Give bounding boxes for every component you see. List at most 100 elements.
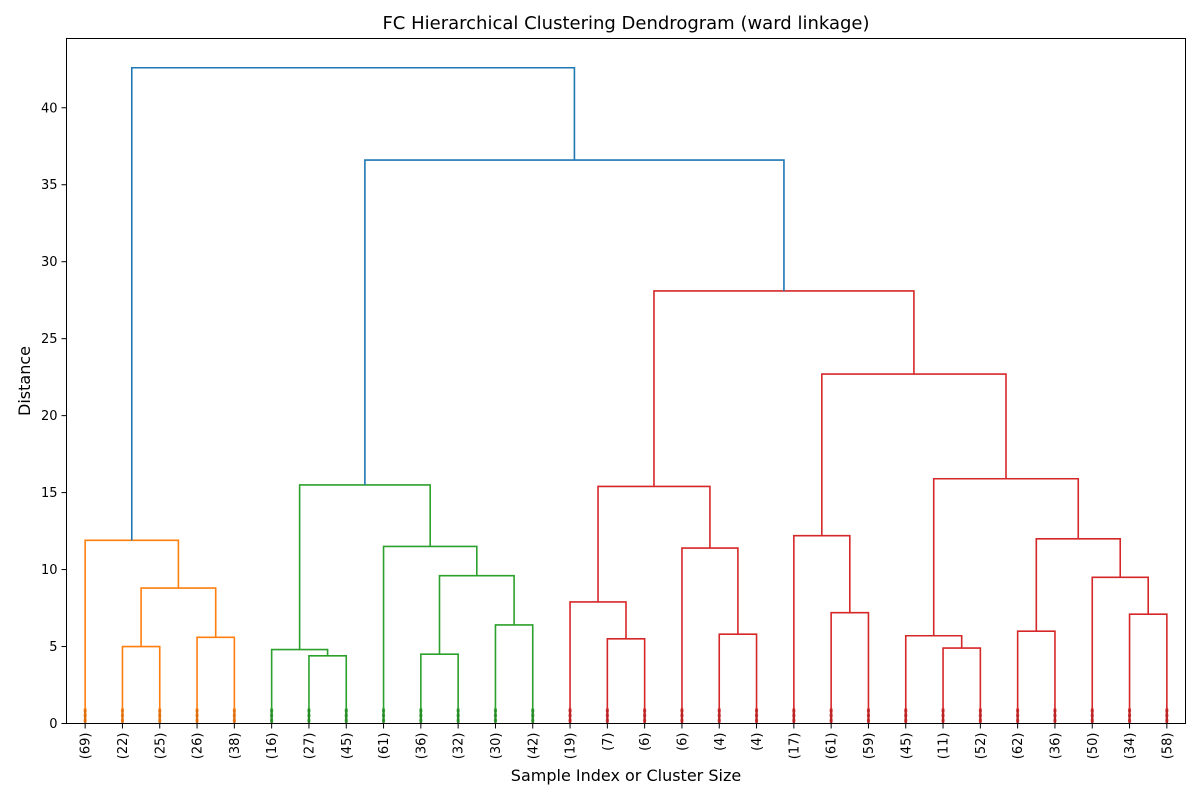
leaf-label-16: (6)	[675, 733, 690, 751]
dendrogram-link-r6	[830, 611, 870, 724]
leaf-label-11: (30)	[489, 733, 504, 760]
leaf-label-4: (38)	[228, 733, 243, 760]
leaf-marker-2-2	[158, 707, 162, 714]
leaf-marker-0-2	[83, 707, 87, 714]
leaf-marker-20-1	[829, 712, 833, 719]
leaf-marker-3-1	[195, 712, 199, 719]
leaf-marker-9-0	[419, 717, 423, 724]
leaf-marker-28-0	[1127, 717, 1132, 724]
leaf-label-9: (36)	[414, 733, 429, 760]
leaf-marker-27-2	[1090, 707, 1094, 714]
dendrogram-link-r10	[1016, 630, 1056, 724]
x-axis: (69) (22) (25) (26) (38) (16) (27) (45) (61) (36)…	[79, 723, 1175, 760]
y-tick-label-30: 30	[41, 255, 58, 270]
dendrogram-link-o4	[84, 539, 180, 724]
dendrogram-link-g7	[298, 484, 431, 650]
leaf-marker-27-0	[1090, 717, 1094, 724]
leaf-marker-14-0	[605, 717, 609, 724]
dendrogram-link-r2	[569, 601, 627, 724]
leaf-marker-1-1	[120, 712, 125, 719]
leaf-marker-3-2	[195, 707, 199, 714]
leaf-label-13: (19)	[564, 733, 579, 760]
leaf-marker-29-2	[1165, 707, 1169, 714]
dendrogram-link-r14	[932, 477, 1080, 636]
leaf-marker-27-1	[1090, 712, 1094, 719]
leaf-marker-29-0	[1165, 717, 1169, 724]
leaf-marker-29-1	[1165, 712, 1169, 719]
leaf-marker-24-1	[978, 712, 982, 719]
leaf-label-21: (59)	[862, 733, 877, 760]
leaf-marker-17-1	[717, 712, 721, 719]
leaf-marker-19-0	[792, 717, 796, 724]
y-tick-label-35: 35	[41, 178, 58, 193]
dendrogram-link-g2	[270, 648, 329, 724]
leaf-marker-16-2	[680, 707, 684, 714]
y-axis-label: Distance	[15, 346, 34, 416]
leaf-marker-4-1	[232, 712, 236, 719]
leaf-marker-21-2	[866, 707, 871, 714]
leaf-label-24: (52)	[974, 733, 989, 760]
leaf-label-10: (32)	[452, 733, 467, 760]
leaf-marker-7-2	[344, 707, 348, 714]
leaf-marker-28-2	[1127, 707, 1132, 714]
dendrogram-link-r11	[1128, 613, 1168, 724]
leaf-marker-13-2	[568, 707, 572, 714]
leaf-marker-26-1	[1053, 712, 1057, 719]
x-axis-label: Sample Index or Cluster Size	[511, 766, 741, 785]
leaf-marker-22-1	[904, 712, 908, 719]
leaf-marker-5-0	[270, 717, 274, 724]
dendrogram-link-r13	[1035, 537, 1122, 632]
plot-frame	[66, 38, 1186, 724]
leaf-marker-4-2	[232, 707, 236, 714]
leaf-label-0: (69)	[79, 733, 94, 760]
leaf-marker-9-2	[419, 707, 423, 714]
leaf-marker-6-2	[307, 707, 311, 714]
leaf-marker-0-1	[83, 712, 87, 719]
leaf-marker-18-0	[754, 717, 759, 724]
dendrogram-link-r15	[821, 373, 1007, 536]
leaf-marker-17-2	[717, 707, 721, 714]
leaf-label-27: (50)	[1086, 733, 1101, 760]
leaf-label-12: (42)	[526, 733, 541, 760]
dendrogram-link-g6	[382, 545, 478, 724]
dendrogram-link-r8	[942, 647, 982, 724]
dendrogram-link-r7	[793, 534, 851, 724]
dendrogram-link-o1	[121, 645, 161, 724]
leaf-marker-7-0	[344, 717, 348, 724]
leaf-label-14: (7)	[601, 733, 616, 751]
leaf-marker-22-2	[904, 707, 908, 714]
leaf-label-3: (26)	[191, 733, 206, 760]
dendrogram-link-b1	[364, 159, 785, 485]
leaf-marker-11-1	[493, 712, 498, 719]
leaf-marker-15-0	[643, 717, 647, 724]
leaf-marker-21-0	[866, 717, 871, 724]
dendrogram-link-b2	[130, 66, 576, 541]
leaf-marker-8-1	[381, 712, 386, 719]
leaf-marker-0-0	[83, 717, 87, 724]
leaf-marker-4-0	[232, 717, 236, 724]
leaf-label-29: (58)	[1160, 733, 1175, 760]
leaf-label-15: (6)	[638, 733, 653, 751]
leaf-marker-13-1	[568, 712, 572, 719]
chart-title: FC Hierarchical Clustering Dendrogram (w…	[382, 13, 869, 34]
leaf-label-17: (4)	[713, 733, 728, 751]
leaf-marker-8-0	[381, 717, 386, 724]
leaf-label-5: (16)	[265, 733, 280, 760]
leaf-marker-5-2	[270, 707, 274, 714]
leaf-marker-7-1	[344, 712, 348, 719]
leaf-marker-19-1	[792, 712, 796, 719]
leaf-marker-26-0	[1053, 717, 1057, 724]
leaf-marker-23-1	[941, 712, 945, 719]
y-tick-label-40: 40	[41, 101, 58, 116]
leaf-marker-6-0	[307, 717, 311, 724]
leaf-marker-18-1	[754, 712, 759, 719]
leaf-marker-9-1	[419, 712, 423, 719]
leaf-marker-2-0	[158, 717, 162, 724]
y-axis: 0 5 10 15 20 25 30 35 40	[41, 101, 67, 732]
leaf-marker-10-1	[456, 712, 460, 719]
leaf-marker-5-1	[270, 712, 274, 719]
leaf-marker-25-0	[1016, 717, 1020, 724]
leaf-marker-12-0	[531, 717, 535, 724]
leaf-marker-11-0	[493, 717, 498, 724]
leaf-marker-8-2	[381, 707, 386, 714]
